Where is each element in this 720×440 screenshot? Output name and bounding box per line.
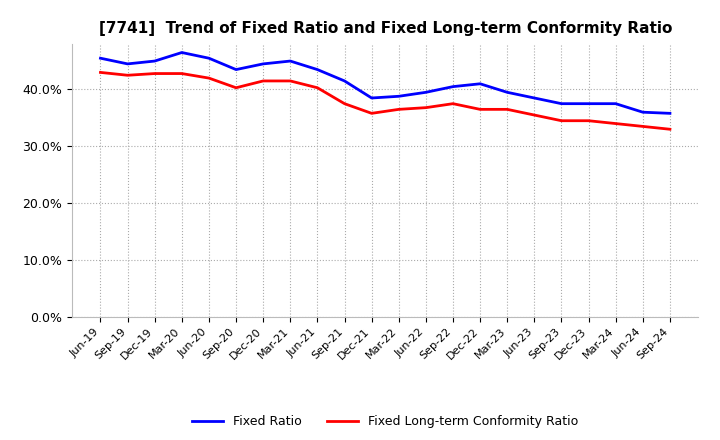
Fixed Long-term Conformity Ratio [178, 71, 186, 76]
Fixed Ratio [150, 59, 159, 64]
Fixed Long-term Conformity Ratio [150, 71, 159, 76]
Fixed Long-term Conformity Ratio [557, 118, 566, 123]
Fixed Long-term Conformity Ratio [96, 70, 105, 75]
Fixed Long-term Conformity Ratio [204, 76, 213, 81]
Fixed Ratio [421, 90, 430, 95]
Fixed Long-term Conformity Ratio [639, 124, 647, 129]
Fixed Ratio [584, 101, 593, 106]
Fixed Ratio [530, 95, 539, 101]
Fixed Long-term Conformity Ratio [503, 107, 511, 112]
Fixed Ratio [204, 55, 213, 61]
Fixed Ratio [123, 61, 132, 66]
Fixed Ratio [665, 111, 674, 116]
Fixed Ratio [611, 101, 620, 106]
Fixed Ratio [449, 84, 457, 89]
Fixed Long-term Conformity Ratio [476, 107, 485, 112]
Fixed Long-term Conformity Ratio [449, 101, 457, 106]
Fixed Ratio [557, 101, 566, 106]
Fixed Ratio [313, 67, 322, 72]
Fixed Ratio [259, 61, 268, 66]
Fixed Long-term Conformity Ratio [232, 85, 240, 90]
Fixed Long-term Conformity Ratio [286, 78, 294, 84]
Fixed Long-term Conformity Ratio [367, 111, 376, 116]
Fixed Long-term Conformity Ratio [313, 85, 322, 90]
Fixed Long-term Conformity Ratio [341, 101, 349, 106]
Fixed Long-term Conformity Ratio [530, 112, 539, 117]
Fixed Long-term Conformity Ratio [611, 121, 620, 126]
Fixed Ratio [341, 78, 349, 84]
Fixed Long-term Conformity Ratio [259, 78, 268, 84]
Fixed Ratio [286, 59, 294, 64]
Fixed Ratio [639, 110, 647, 115]
Fixed Ratio [367, 95, 376, 101]
Title: [7741]  Trend of Fixed Ratio and Fixed Long-term Conformity Ratio: [7741] Trend of Fixed Ratio and Fixed Lo… [99, 21, 672, 36]
Fixed Ratio [476, 81, 485, 86]
Fixed Long-term Conformity Ratio [123, 73, 132, 78]
Fixed Long-term Conformity Ratio [584, 118, 593, 123]
Line: Fixed Ratio: Fixed Ratio [101, 52, 670, 114]
Fixed Ratio [232, 67, 240, 72]
Fixed Ratio [395, 94, 403, 99]
Fixed Ratio [178, 50, 186, 55]
Fixed Ratio [503, 90, 511, 95]
Fixed Long-term Conformity Ratio [665, 127, 674, 132]
Line: Fixed Long-term Conformity Ratio: Fixed Long-term Conformity Ratio [101, 73, 670, 129]
Fixed Long-term Conformity Ratio [395, 107, 403, 112]
Fixed Long-term Conformity Ratio [421, 105, 430, 110]
Legend: Fixed Ratio, Fixed Long-term Conformity Ratio: Fixed Ratio, Fixed Long-term Conformity … [187, 411, 583, 433]
Fixed Ratio [96, 55, 105, 61]
